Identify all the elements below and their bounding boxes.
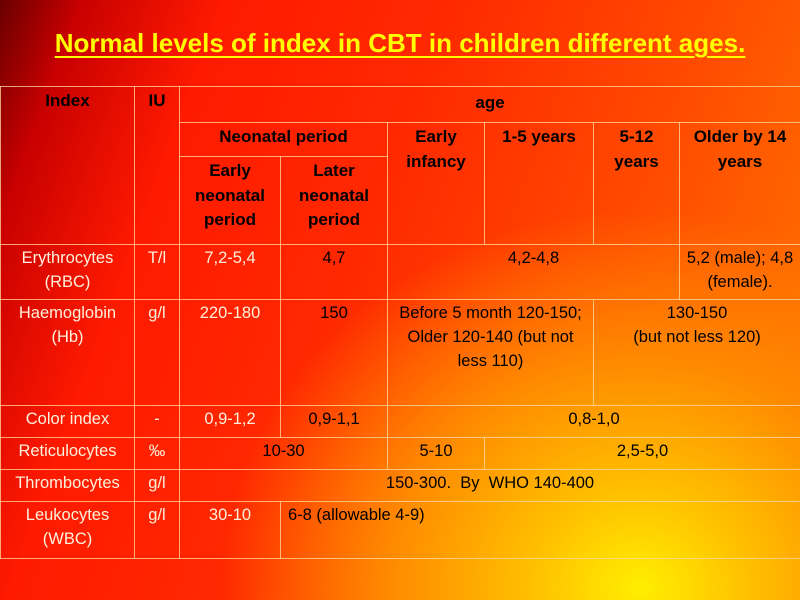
index-name: Erythrocytes (RBC) [0, 244, 135, 300]
header-neonatal-period: Neonatal period [179, 122, 388, 157]
header-row-1: Index IU age [0, 86, 800, 245]
table-row-rbc: Erythrocytes (RBC) T/l 7,2-5,4 4,7 4,2-4… [0, 244, 800, 300]
header-early-infancy: Early infancy [387, 122, 485, 245]
page-title: Normal levels of index in CBT in childre… [54, 28, 746, 58]
infancy-value-line-1: Before 5 month 120-150; [399, 304, 582, 322]
header-later-neonatal: Later neonatal period [280, 156, 388, 245]
later-neonatal-value: 150 [280, 299, 388, 406]
index-name: Leukocytes (WBC) [0, 501, 135, 559]
iu-unit: - [134, 405, 180, 438]
cbt-table: Index IU age Neonatal period Early infan… [0, 86, 800, 559]
early-neonatal-value: 220-180 [179, 299, 281, 406]
older-1-year-value: 2,5-5,0 [483, 437, 800, 470]
early-neonatal-value: 0,9-1,2 [179, 405, 281, 438]
header-index: Index [0, 86, 135, 245]
iu-unit: g/l [134, 501, 180, 559]
header-row-3: Early neonatal period Later neonatal per… [1, 156, 800, 245]
table-row-reticulocytes: Reticulocytes ‰ 10-30 5-10 2,5-5,0 [0, 437, 800, 470]
header-age: age [178, 86, 800, 123]
iu-unit: ‰ [134, 437, 180, 470]
index-name: Haemoglobin (Hb) [0, 299, 135, 406]
header-older-14-years: Older by 14 years [678, 122, 800, 245]
neonatal-value: 10-30 [179, 437, 388, 470]
header-early-neonatal: Early neonatal period [179, 156, 281, 245]
infancy-onward-value: 0,8-1,0 [386, 405, 800, 438]
later-neonatal-value: 0,9-1,1 [280, 405, 388, 438]
header-1-5-years: 1-5 years [484, 122, 594, 245]
infancy-1-5-value: Before 5 month 120-150; Older 120-140 (b… [387, 299, 594, 406]
header-row-2: Neonatal period Early infancy 1-5 years … [1, 122, 800, 245]
older-5-value: 130-150 (but not less 120) [592, 299, 800, 406]
header-5-12-years: 5-12 years [593, 122, 680, 245]
table-row-thrombocytes: Thrombocytes g/l 150-300. By WHO 140-400 [0, 469, 800, 502]
table-row-wbc: Leukocytes (WBC) g/l 30-10 6-8 (allowabl… [0, 501, 800, 559]
iu-unit: g/l [134, 469, 180, 502]
infancy-value-line-2: Older 120-140 (but not less 110) [407, 327, 574, 370]
iu-unit: g/l [134, 299, 180, 406]
early-neonatal-value: 7,2-5,4 [179, 244, 281, 300]
index-name: Reticulocytes [0, 437, 135, 470]
table-row-hb: Haemoglobin (Hb) g/l 220-180 150 Before … [0, 299, 800, 406]
iu-unit: T/l [134, 244, 180, 300]
index-name: Color index [0, 405, 135, 438]
later-neonatal-value: 4,7 [280, 244, 388, 300]
early-infancy-value: 5-10 [387, 437, 485, 470]
index-name: Thrombocytes [0, 469, 135, 502]
older-14-value: 5,2 (male); 4,8 (female). [678, 244, 800, 300]
header-iu: IU [134, 86, 180, 245]
early-neonatal-value: 30-10 [179, 501, 281, 559]
infancy-to-12-value: 4,2-4,8 [387, 244, 680, 300]
table-row-color-index: Color index - 0,9-1,2 0,9-1,1 0,8-1,0 [0, 405, 800, 438]
older-value-line-1: 130-150 [666, 304, 728, 322]
older-value-line-2: (but not less 120) [633, 327, 761, 346]
all-ages-value: 150-300. By WHO 140-400 [178, 469, 800, 502]
later-periods-value: 6-8 (allowable 4-9) [279, 501, 800, 559]
